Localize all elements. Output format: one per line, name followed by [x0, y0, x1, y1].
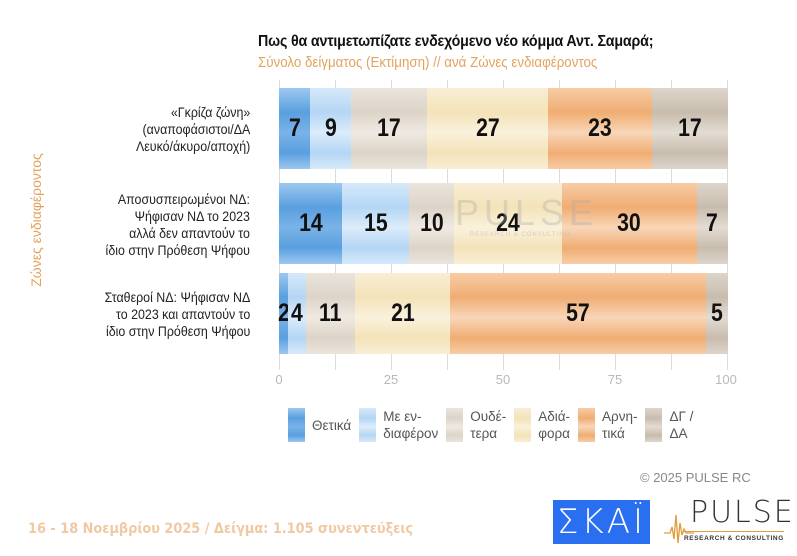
- chart-title: Πως θα αντιμετωπίζατε ενδεχόμενο νέο κόμ…: [258, 33, 654, 50]
- chart-subtitle: Σύνολο δείγματος (Εκτίμηση) // ανά Ζώνες…: [258, 55, 598, 71]
- plot-area: 7 9 17 27 23 17 14 15 10 24 30 7 2 4 11 …: [278, 80, 728, 370]
- segment-positive: 7: [279, 88, 311, 169]
- segment-dk-na: 5: [705, 273, 728, 354]
- segment-neutral: 17: [350, 88, 428, 169]
- survey-footer: 16 - 18 Νοεμβρίου 2025 / Δείγμα: 1.105 σ…: [28, 521, 414, 537]
- segment-negative: 23: [548, 88, 652, 169]
- segment-indifferent: 27: [427, 88, 549, 169]
- legend-swatch: [514, 408, 532, 442]
- copyright: © 2025 PULSE RC: [640, 470, 751, 485]
- legend: Θετικά Με εν- διαφέρον Ουδέ- τερα Αδιά- …: [288, 408, 701, 442]
- x-tick: 50: [495, 372, 511, 387]
- segment-dk-na: 7: [696, 183, 728, 264]
- segment-negative: 30: [561, 183, 697, 264]
- legend-item-positive: Θετικά: [288, 408, 351, 442]
- segment-negative: 57: [449, 273, 706, 354]
- legend-swatch: [645, 408, 663, 442]
- category-label-disaffected-nd: Αποσυσπειρωμένοι ΝΔ: Ψήφισαν ΝΔ το 2023 …: [105, 192, 251, 258]
- pulse-logo-rule: [684, 531, 784, 532]
- legend-swatch: [359, 408, 377, 442]
- category-label-grey-zone: «Γκρίζα ζώνη» (αναποφάσιστοι/ΔΑ Λευκό/άκ…: [135, 105, 250, 154]
- legend-item-dk-na: ΔΓ / ΔΑ: [645, 408, 693, 442]
- legend-item-indifferent: Αδιά- φορα: [514, 408, 570, 442]
- pulse-logo: PULSE RESEARCH & CONSULTING: [664, 495, 793, 547]
- pulse-wave-icon: [664, 514, 694, 544]
- legend-item-interested: Με εν- διαφέρον: [359, 408, 438, 442]
- legend-item-negative: Αρνη- τικά: [578, 408, 637, 442]
- skai-logo: ΣΚΑΪ: [553, 500, 650, 544]
- x-tick: 25: [383, 372, 399, 387]
- segment-interested: 15: [341, 183, 410, 264]
- segment-interested: 9: [310, 88, 351, 169]
- segment-interested: 4: [287, 273, 306, 354]
- legend-swatch: [578, 408, 596, 442]
- segment-neutral: 11: [305, 273, 356, 354]
- segment-indifferent: 24: [454, 183, 562, 264]
- segment-dk-na: 17: [651, 88, 728, 169]
- legend-swatch: [446, 408, 464, 442]
- bar-row-stable-nd: 2 4 11 21 57 5: [278, 273, 728, 354]
- segment-indifferent: 21: [355, 273, 450, 354]
- x-tick: 75: [607, 372, 623, 387]
- category-label-stable-nd: Σταθεροί ΝΔ: Ψήφισαν ΝΔ το 2023 και απαν…: [104, 290, 250, 339]
- x-tick: 0: [275, 372, 283, 387]
- y-axis-title: Ζώνες ενδιαφέροντος: [28, 153, 44, 287]
- bar-row-grey-zone: 7 9 17 27 23 17: [279, 88, 728, 169]
- x-tick: 100: [715, 372, 737, 387]
- bar-row-disaffected-nd: 14 15 10 24 30 7: [279, 183, 728, 264]
- segment-positive: 2: [278, 273, 289, 354]
- segment-neutral: 10: [409, 183, 455, 264]
- legend-item-neutral: Ουδέ- τερα: [446, 408, 506, 442]
- legend-swatch: [288, 408, 305, 442]
- segment-positive: 14: [279, 183, 342, 264]
